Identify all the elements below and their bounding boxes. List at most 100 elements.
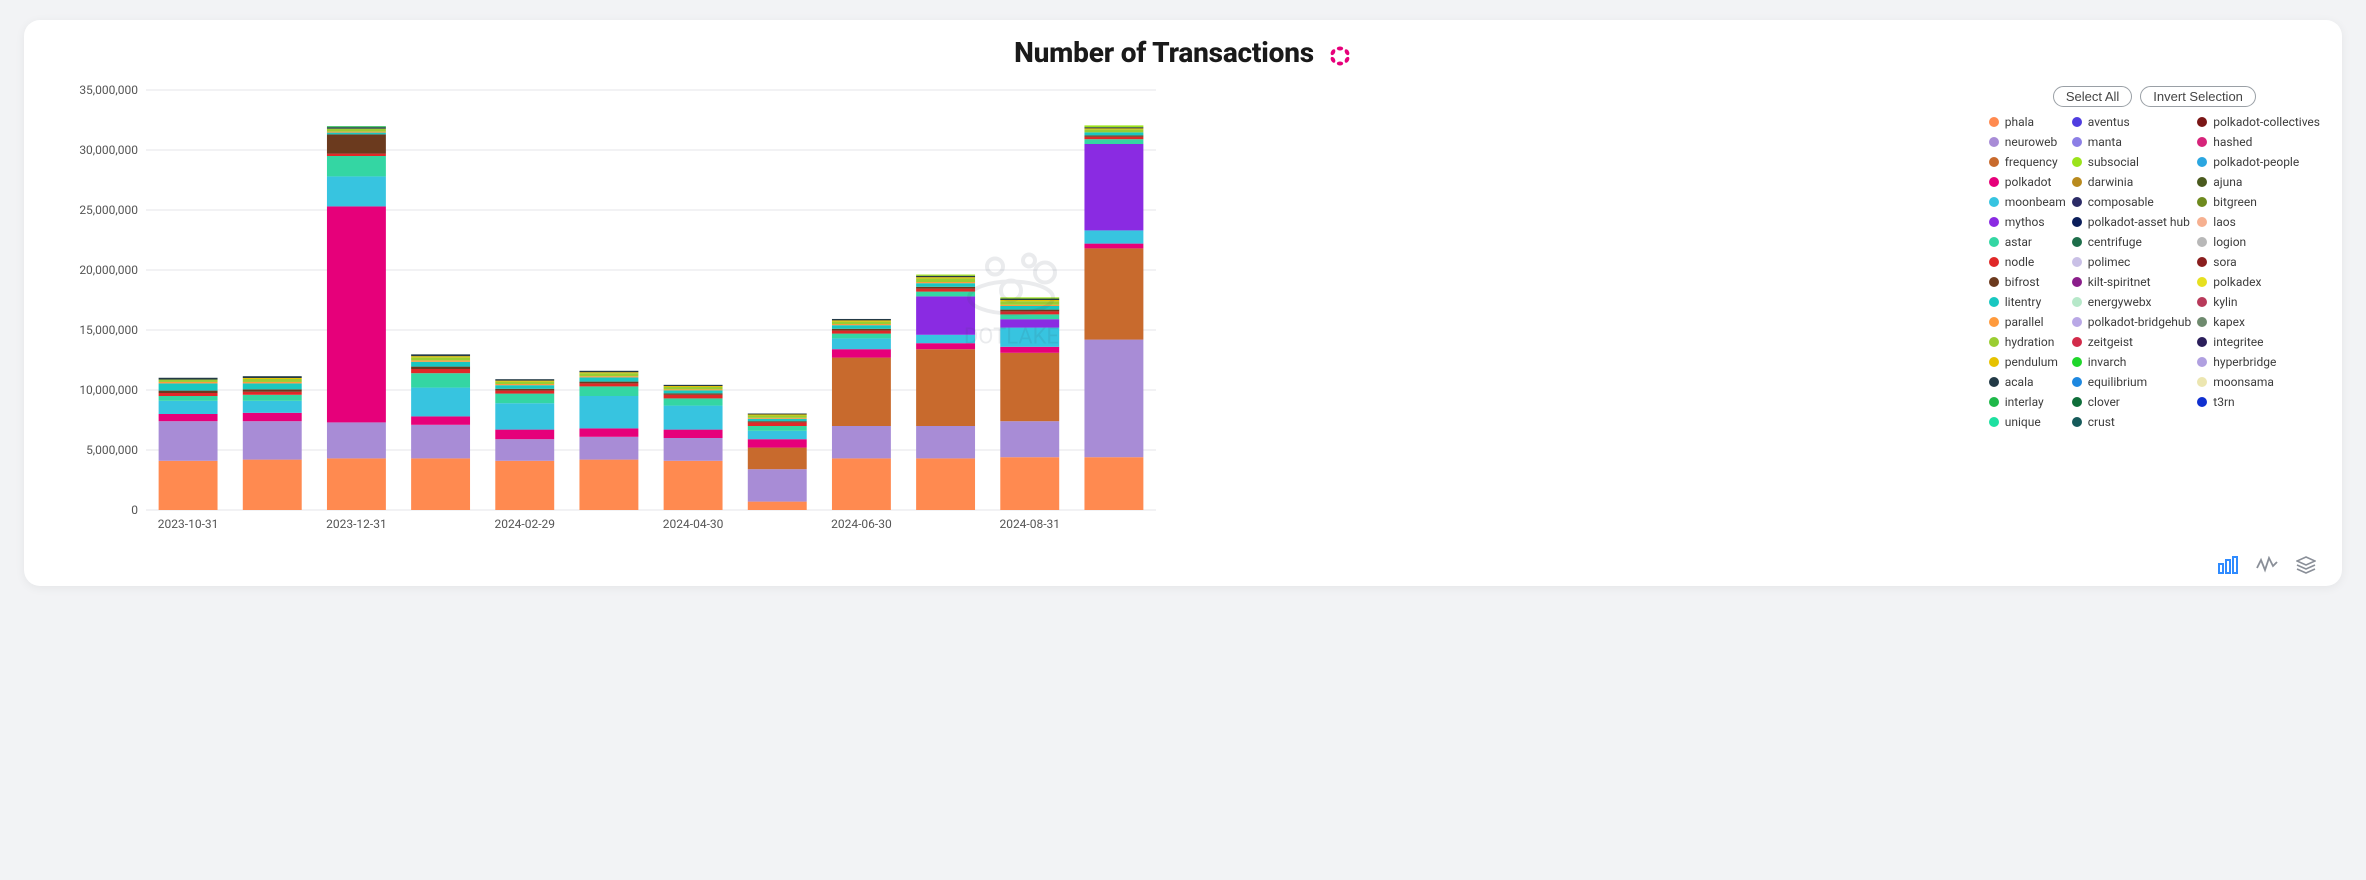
legend-label: polkadot-bridgehub: [2088, 315, 2192, 329]
legend-item[interactable]: polkadot-bridgehub: [2072, 315, 2192, 329]
legend-item[interactable]: sora: [2197, 255, 2320, 269]
chart-card: Number of Transactions: [24, 20, 2342, 586]
legend-label: sora: [2213, 255, 2236, 269]
legend-item[interactable]: equilibrium: [2072, 375, 2192, 389]
legend-swatch: [2072, 217, 2082, 227]
legend-label: polkadex: [2213, 275, 2261, 289]
line-chart-icon[interactable]: [2256, 556, 2278, 578]
legend-swatch: [2197, 317, 2207, 327]
legend-label: equilibrium: [2088, 375, 2147, 389]
legend-item[interactable]: bitgreen: [2197, 195, 2320, 209]
legend-item[interactable]: kilt-spiritnet: [2072, 275, 2192, 289]
legend-swatch: [1989, 277, 1999, 287]
legend-swatch: [2197, 277, 2207, 287]
legend-item[interactable]: parallel: [1989, 315, 2066, 329]
legend-item[interactable]: hyperbridge: [2197, 355, 2320, 369]
legend-swatch: [2197, 157, 2207, 167]
legend-item[interactable]: polimec: [2072, 255, 2192, 269]
legend-item[interactable]: crust: [2072, 415, 2192, 429]
legend-label: ajuna: [2213, 175, 2242, 189]
legend-label: logion: [2213, 235, 2246, 249]
legend-swatch: [1989, 417, 1999, 427]
legend-item[interactable]: zeitgeist: [2072, 335, 2192, 349]
legend-swatch: [1989, 317, 1999, 327]
legend-item[interactable]: manta: [2072, 135, 2192, 149]
legend-item[interactable]: subsocial: [2072, 155, 2192, 169]
legend-item[interactable]: hashed: [2197, 135, 2320, 149]
legend-label: kapex: [2213, 315, 2245, 329]
legend-swatch: [2072, 197, 2082, 207]
legend-item[interactable]: ajuna: [2197, 175, 2320, 189]
legend-swatch: [2197, 257, 2207, 267]
legend-label: laos: [2213, 215, 2235, 229]
legend-item[interactable]: polkadex: [2197, 275, 2320, 289]
legend-item[interactable]: kylin: [2197, 295, 2320, 309]
legend-label: centrifuge: [2088, 235, 2142, 249]
legend-item[interactable]: energywebx: [2072, 295, 2192, 309]
legend-item[interactable]: nodle: [1989, 255, 2066, 269]
legend-item[interactable]: mythos: [1989, 215, 2066, 229]
legend-swatch: [2072, 177, 2082, 187]
legend-swatch: [2072, 397, 2082, 407]
legend-item[interactable]: acala: [1989, 375, 2066, 389]
title-row: Number of Transactions: [46, 36, 2320, 72]
legend-swatch: [2072, 377, 2082, 387]
legend-item[interactable]: t3rn: [2197, 395, 2320, 409]
legend-item[interactable]: logion: [2197, 235, 2320, 249]
legend-item[interactable]: unique: [1989, 415, 2066, 429]
legend-item[interactable]: aventus: [2072, 115, 2192, 129]
legend-label: mythos: [2005, 215, 2045, 229]
legend-label: phala: [2005, 115, 2034, 129]
legend-item[interactable]: invarch: [2072, 355, 2192, 369]
legend-item[interactable]: clover: [2072, 395, 2192, 409]
legend-item[interactable]: bifrost: [1989, 275, 2066, 289]
legend-item[interactable]: polkadot-asset hub: [2072, 215, 2192, 229]
legend-swatch: [2197, 357, 2207, 367]
legend-swatch: [1989, 217, 1999, 227]
legend-swatch: [1989, 137, 1999, 147]
invert-selection-button[interactable]: Invert Selection: [2140, 86, 2256, 107]
legend-item[interactable]: litentry: [1989, 295, 2066, 309]
chart-toolbar: [46, 550, 2320, 578]
svg-text:30,000,000: 30,000,000: [79, 143, 138, 157]
legend-item[interactable]: polkadot-collectives: [2197, 115, 2320, 129]
legend-swatch: [2197, 197, 2207, 207]
legend-swatch: [1989, 197, 1999, 207]
legend-label: neuroweb: [2005, 135, 2058, 149]
legend-item[interactable]: integritee: [2197, 335, 2320, 349]
svg-text:25,000,000: 25,000,000: [79, 203, 138, 217]
layers-icon[interactable]: [2296, 556, 2316, 578]
legend-label: hashed: [2213, 135, 2252, 149]
legend-item[interactable]: hydration: [1989, 335, 2066, 349]
legend-item[interactable]: interlay: [1989, 395, 2066, 409]
legend-label: polkadot-collectives: [2213, 115, 2320, 129]
legend-item[interactable]: astar: [1989, 235, 2066, 249]
legend-item[interactable]: neuroweb: [1989, 135, 2066, 149]
legend-item[interactable]: moonbeam: [1989, 195, 2066, 209]
svg-text:20,000,000: 20,000,000: [79, 263, 138, 277]
legend-item[interactable]: frequency: [1989, 155, 2066, 169]
legend-item[interactable]: centrifuge: [2072, 235, 2192, 249]
bar-chart-icon[interactable]: [2218, 556, 2238, 578]
legend-item[interactable]: laos: [2197, 215, 2320, 229]
legend-label: polkadot: [2005, 175, 2052, 189]
legend-item[interactable]: composable: [2072, 195, 2192, 209]
legend-label: bitgreen: [2213, 195, 2257, 209]
legend-item[interactable]: moonsama: [2197, 375, 2320, 389]
legend-item[interactable]: darwinia: [2072, 175, 2192, 189]
legend-swatch: [2072, 277, 2082, 287]
legend-swatch: [1989, 397, 1999, 407]
legend-item[interactable]: phala: [1989, 115, 2066, 129]
legend-item[interactable]: polkadot-people: [2197, 155, 2320, 169]
legend-swatch: [1989, 357, 1999, 367]
legend-item[interactable]: kapex: [2197, 315, 2320, 329]
legend-swatch: [2072, 137, 2082, 147]
legend-label: t3rn: [2213, 395, 2234, 409]
svg-text:35,000,000: 35,000,000: [79, 83, 138, 97]
legend-item[interactable]: pendulum: [1989, 355, 2066, 369]
legend-item[interactable]: polkadot: [1989, 175, 2066, 189]
legend-swatch: [2072, 317, 2082, 327]
legend-label: composable: [2088, 195, 2154, 209]
select-all-button[interactable]: Select All: [2053, 86, 2132, 107]
stacked-bar-chart[interactable]: 05,000,00010,000,00015,000,00020,000,000…: [46, 80, 1166, 550]
